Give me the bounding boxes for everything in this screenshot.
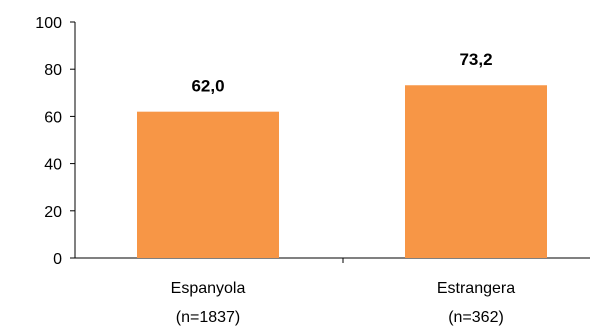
y-tick-label: 60 xyxy=(44,109,62,126)
y-tick-label: 40 xyxy=(44,157,62,174)
labels-group: 0 20 40 60 80 100 62,0 Espanyola (n=1837) 73,2 Est… xyxy=(35,15,515,326)
y-tick-label: 20 xyxy=(44,204,62,221)
data-label: 62,0 xyxy=(191,77,224,96)
category-label: Estrangera xyxy=(437,280,515,297)
bar-estrangera xyxy=(405,85,547,258)
y-tick-label: 80 xyxy=(44,62,62,79)
bars-group xyxy=(137,85,547,259)
category-sublabel: (n=1837) xyxy=(176,309,241,326)
y-tick-label: 100 xyxy=(35,15,62,32)
y-tick-label: 0 xyxy=(53,251,62,268)
bar-espanyola xyxy=(137,111,279,259)
category-label: Espanyola xyxy=(171,280,246,297)
category-sublabel: (n=362) xyxy=(448,309,504,326)
data-label: 73,2 xyxy=(459,50,492,69)
